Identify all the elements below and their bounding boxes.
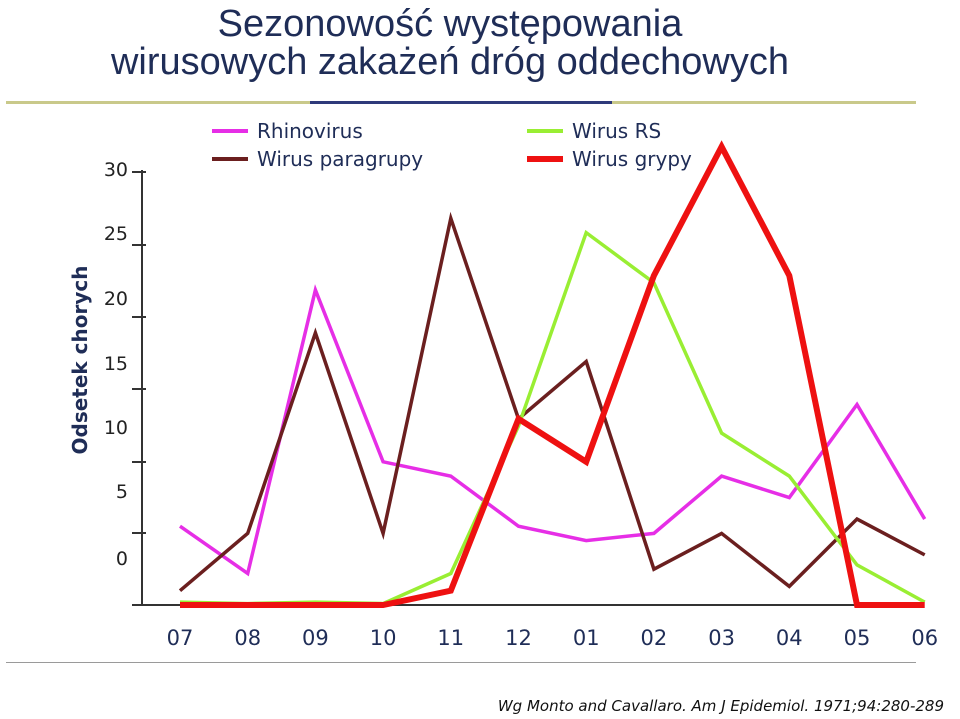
x-tick-label: 12 [505, 626, 532, 650]
x-tick-label: 11 [437, 626, 464, 650]
legend-label: Wirus paragrupy [257, 147, 423, 171]
series-line-4 [180, 140, 925, 608]
source-citation: Wg Monto and Cavallaro. Am J Epidemiol. … [497, 697, 944, 715]
x-tick-label: 09 [302, 626, 329, 650]
x-tick-label: 03 [708, 626, 735, 650]
header-rule-middle [310, 101, 612, 104]
series-line-2 [178, 211, 926, 593]
y-tick-label: 15 [104, 353, 128, 375]
y-tick-label: 20 [104, 288, 128, 310]
x-tick-label: 04 [776, 626, 803, 650]
title-line-1: Sezonowość występowania [217, 3, 683, 45]
x-tick-label: 07 [167, 626, 194, 650]
legend-label: Rhinovirus [257, 119, 363, 143]
series-line-1 [178, 284, 927, 577]
legend-label: Wirus RS [572, 119, 661, 143]
x-tick-label: 10 [370, 626, 397, 650]
x-tick-label: 01 [573, 626, 600, 650]
x-tick-label: 05 [844, 626, 871, 650]
y-axis-title: Odsetek chorych [68, 265, 92, 454]
y-tick-label: 10 [104, 417, 128, 439]
header-rule-right [612, 101, 916, 104]
title-line-2: wirusowych zakażeń dróg oddechowych [110, 41, 790, 83]
y-tick-label: 30 [104, 159, 128, 181]
y-tick-label: 25 [104, 223, 128, 245]
x-tick-label: 02 [641, 626, 668, 650]
header-rule-left [6, 101, 310, 104]
y-tick-label: 5 [116, 481, 128, 503]
footer-rule [6, 662, 916, 663]
legend-label: Wirus grypy [572, 147, 692, 171]
x-tick-label: 08 [234, 626, 261, 650]
y-tick-label: 0 [116, 548, 128, 570]
series-line-3 [179, 229, 926, 606]
x-tick-label: 06 [911, 626, 938, 650]
